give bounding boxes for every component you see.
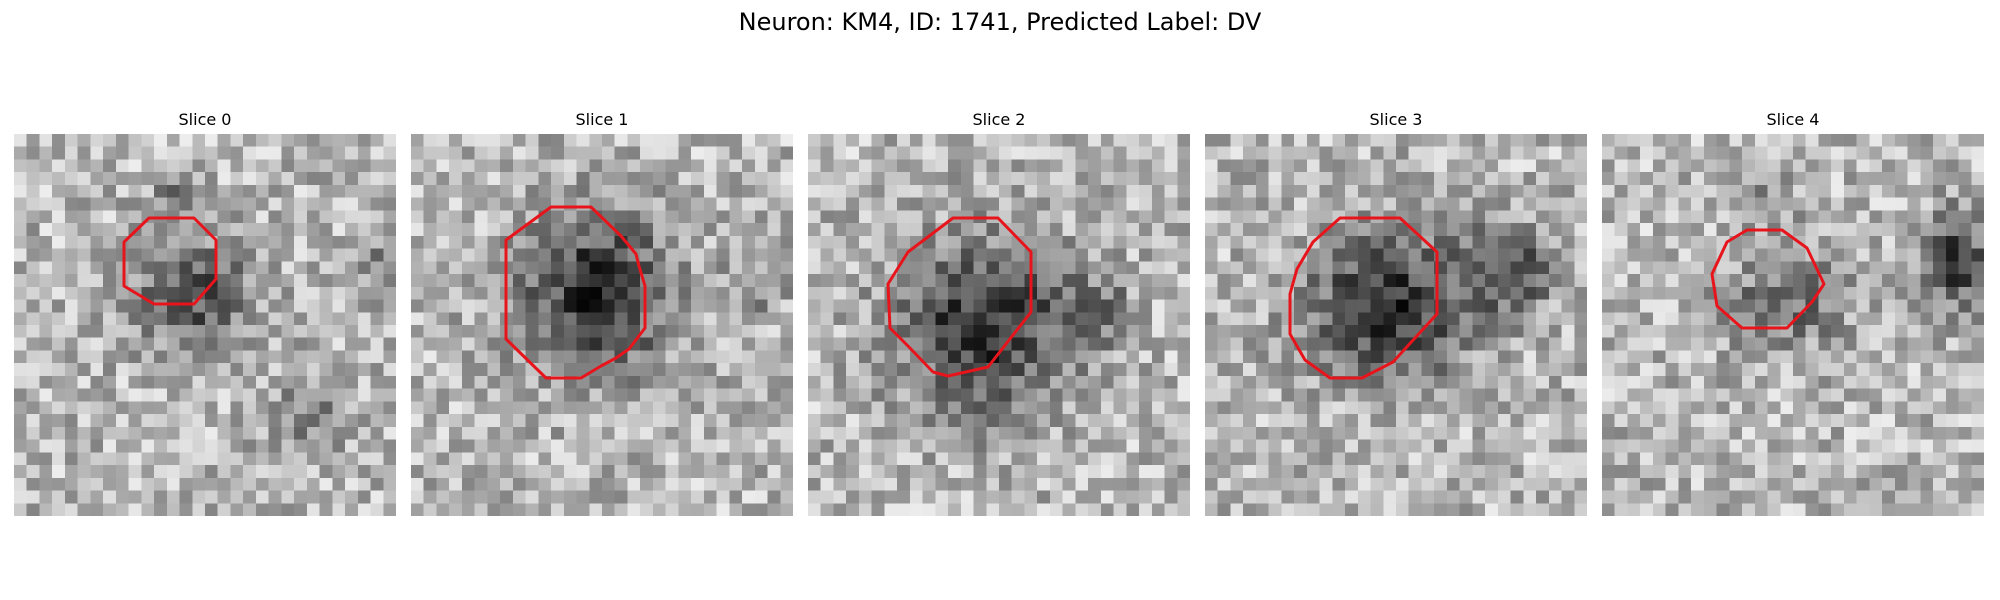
slice-1-title: Slice 1	[575, 110, 629, 129]
slice-3-title: Slice 3	[1369, 110, 1423, 129]
slice-2-title: Slice 2	[972, 110, 1026, 129]
figure-title: Neuron: KM4, ID: 1741, Predicted Label: …	[738, 8, 1262, 36]
slice-2-image	[808, 134, 1190, 516]
slice-4-image	[1602, 134, 1984, 516]
slice-3-image	[1205, 134, 1587, 516]
slice-1-image	[411, 134, 793, 516]
slice-0-image	[14, 134, 396, 516]
slice-4-title: Slice 4	[1766, 110, 1820, 129]
slice-0-title: Slice 0	[178, 110, 232, 129]
